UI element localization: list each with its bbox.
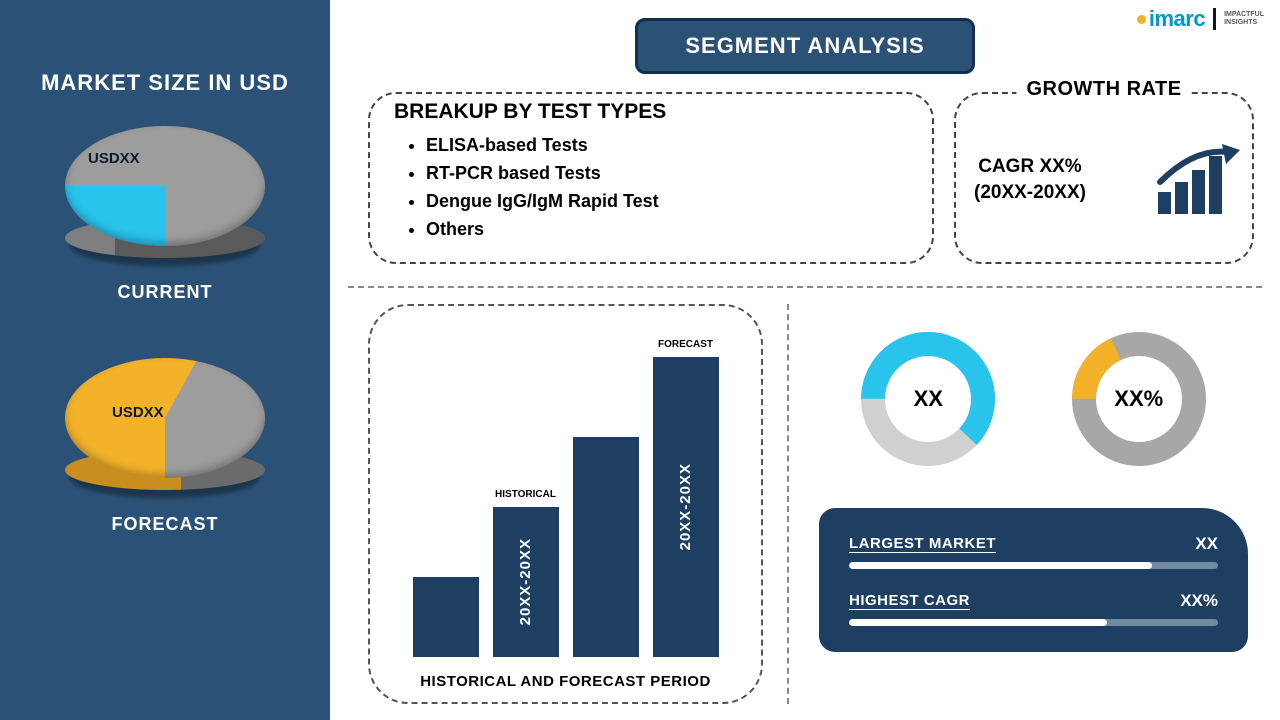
breakup-item: ELISA-based Tests [426,132,910,160]
stat-label: HIGHEST CAGR [849,592,970,609]
brand-logo: imarc IMPACTFUL INSIGHTS [1137,6,1264,32]
growth-rate-title: GROWTH RATE [1016,78,1191,101]
pie-forecast-block: USDXX FORECAST [60,358,270,535]
bar-top-label: FORECAST [658,339,713,350]
bar [413,577,479,657]
growth-arrow-icon [1154,142,1242,218]
breakup-title: BREAKUP BY TEST TYPES [390,100,670,124]
stat-row: HIGHEST CAGR XX% [849,591,1218,611]
breakup-item: Others [426,216,910,244]
bar-inner-label: 20XX-20XX [517,538,534,625]
metrics-column: XX XX% LARGEST MARKET XX HIGHEST CAGR XX% [813,304,1254,704]
pie-value-label: USDXX [88,150,140,167]
donut-row: XX XX% [813,324,1254,474]
pie-forecast-caption: FORECAST [112,514,219,535]
market-size-panel: MARKET SIZE IN USD USDXX CURRENT USDXX F… [0,0,330,720]
bar-top-label: HISTORICAL [495,489,556,500]
pie-current-block: USDXX CURRENT [60,126,270,303]
growth-rate-text: CAGR XX% (20XX-20XX) [974,154,1086,205]
logo-text: imarc [1149,6,1205,32]
breakup-box: BREAKUP BY TEST TYPES ELISA-based TestsR… [368,92,934,264]
stat-value: XX [1195,534,1218,554]
breakup-item: Dengue IgG/IgM Rapid Test [426,188,910,216]
pie-forecast: USDXX [60,358,270,498]
pie-value-label: USDXX [112,404,164,421]
historical-forecast-box: HISTORICAL20XX-20XXFORECAST20XX-20XX HIS… [368,304,763,704]
bar-chart: HISTORICAL20XX-20XXFORECAST20XX-20XX [390,326,741,663]
pie-current: USDXX [60,126,270,266]
top-row: BREAKUP BY TEST TYPES ELISA-based TestsR… [348,92,1262,264]
market-size-title: MARKET SIZE IN USD [41,70,289,96]
stat-value: XX% [1180,591,1218,611]
bar: HISTORICAL20XX-20XX [493,507,559,657]
horizontal-divider [348,286,1262,288]
bar [573,437,639,657]
bottom-row: HISTORICAL20XX-20XXFORECAST20XX-20XX HIS… [348,304,1262,704]
growth-cagr-value: CAGR XX% [974,154,1086,180]
growth-cagr-period: (20XX-20XX) [974,180,1086,206]
logo-divider-icon [1213,8,1216,30]
page-root: MARKET SIZE IN USD USDXX CURRENT USDXX F… [0,0,1280,720]
bar-chart-caption: HISTORICAL AND FORECAST PERIOD [390,673,741,690]
logo-tagline: IMPACTFUL INSIGHTS [1224,11,1264,27]
stat-label: LARGEST MARKET [849,535,996,552]
bar-inner-label: 20XX-20XX [677,463,694,550]
donut-value-text: XX [914,386,943,412]
donut-percent: XX% [1064,324,1214,474]
stat-row: LARGEST MARKET XX [849,534,1218,554]
page-title: SEGMENT ANALYSIS [635,18,975,74]
stat-bar [849,619,1218,626]
bar: FORECAST20XX-20XX [653,357,719,657]
donut-percent-text: XX% [1114,386,1163,412]
donut-value: XX [853,324,1003,474]
breakup-list: ELISA-based TestsRT-PCR based TestsDengu… [426,132,910,244]
right-panel: imarc IMPACTFUL INSIGHTS SEGMENT ANALYSI… [330,0,1280,720]
breakup-item: RT-PCR based Tests [426,160,910,188]
stats-card: LARGEST MARKET XX HIGHEST CAGR XX% [819,508,1248,652]
growth-rate-box: GROWTH RATE CAGR XX% (20XX-20XX) [954,92,1254,264]
pie-current-caption: CURRENT [118,282,213,303]
stat-bar [849,562,1218,569]
logo-dot-icon [1137,15,1146,24]
vertical-divider [787,304,789,704]
